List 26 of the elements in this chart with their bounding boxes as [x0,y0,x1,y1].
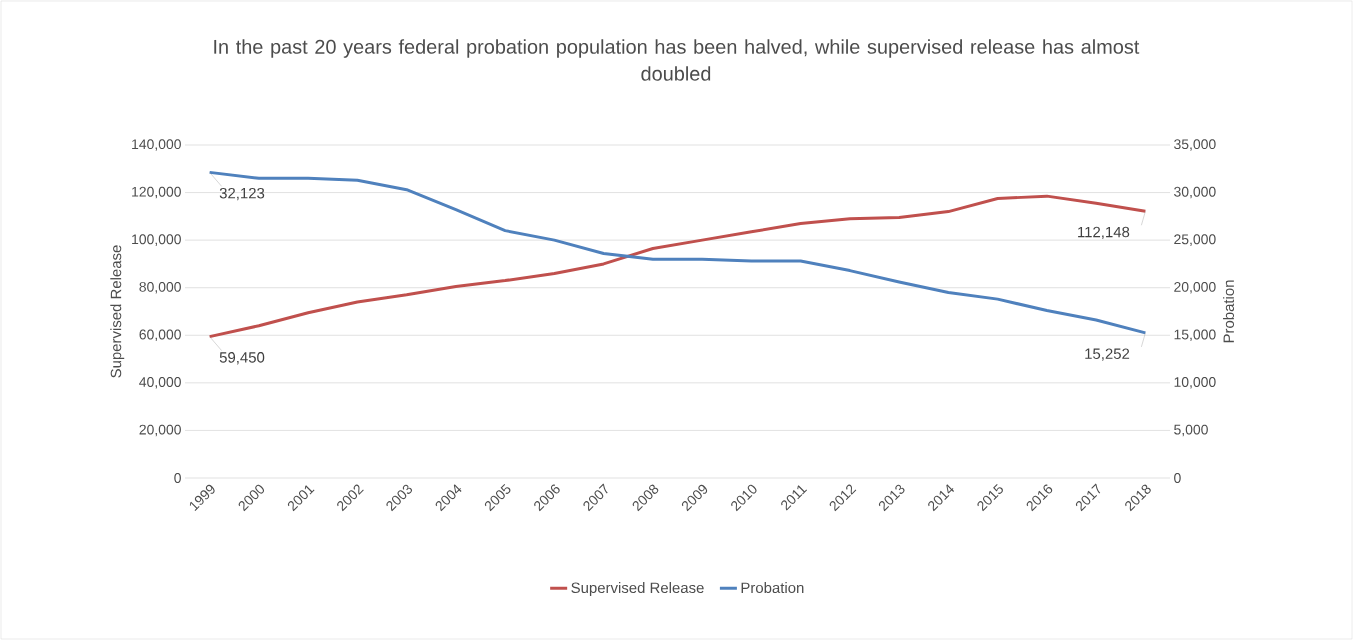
y2-tick-label: 20,000 [1174,281,1216,294]
y-tick-label: 40,000 [139,377,181,389]
y2-tick-label: 30,000 [1174,186,1216,199]
y2-tick-label: 10,000 [1174,377,1216,389]
data-label: 32,123 [219,187,265,201]
data-label: 15,252 [1085,348,1130,361]
y-tick-label: 60,000 [139,329,181,342]
y2-tick-label: 25,000 [1174,234,1216,246]
y-tick-label: 100,000 [132,234,181,246]
y2-tick-label: 35,000 [1174,139,1216,151]
y-tick-label: 120,000 [132,186,181,199]
y-tick-label: 20,000 [139,424,181,437]
line-series [208,170,1147,335]
legend-label: Probation [741,582,804,594]
chart-title: In the past 20 years federal probation population has been halved, while supervised release has almost doubled [214,39,1140,81]
data-label: 59,450 [219,352,265,365]
y-axis-title: Supervised Release [110,245,125,378]
y2-tick-label: 0 [1174,473,1181,483]
legend-label: Supervised Release [571,582,704,597]
y2-tick-label: 15,000 [1174,329,1216,342]
y-tick-label: 80,000 [139,281,181,294]
y-tick-label: 140,000 [132,139,181,151]
y-tick-label: 0 [174,473,181,483]
y2-tick-label: 5,000 [1174,424,1208,437]
y2-axis-title: Probation [1223,280,1234,343]
data-label: 112,148 [1078,226,1130,240]
